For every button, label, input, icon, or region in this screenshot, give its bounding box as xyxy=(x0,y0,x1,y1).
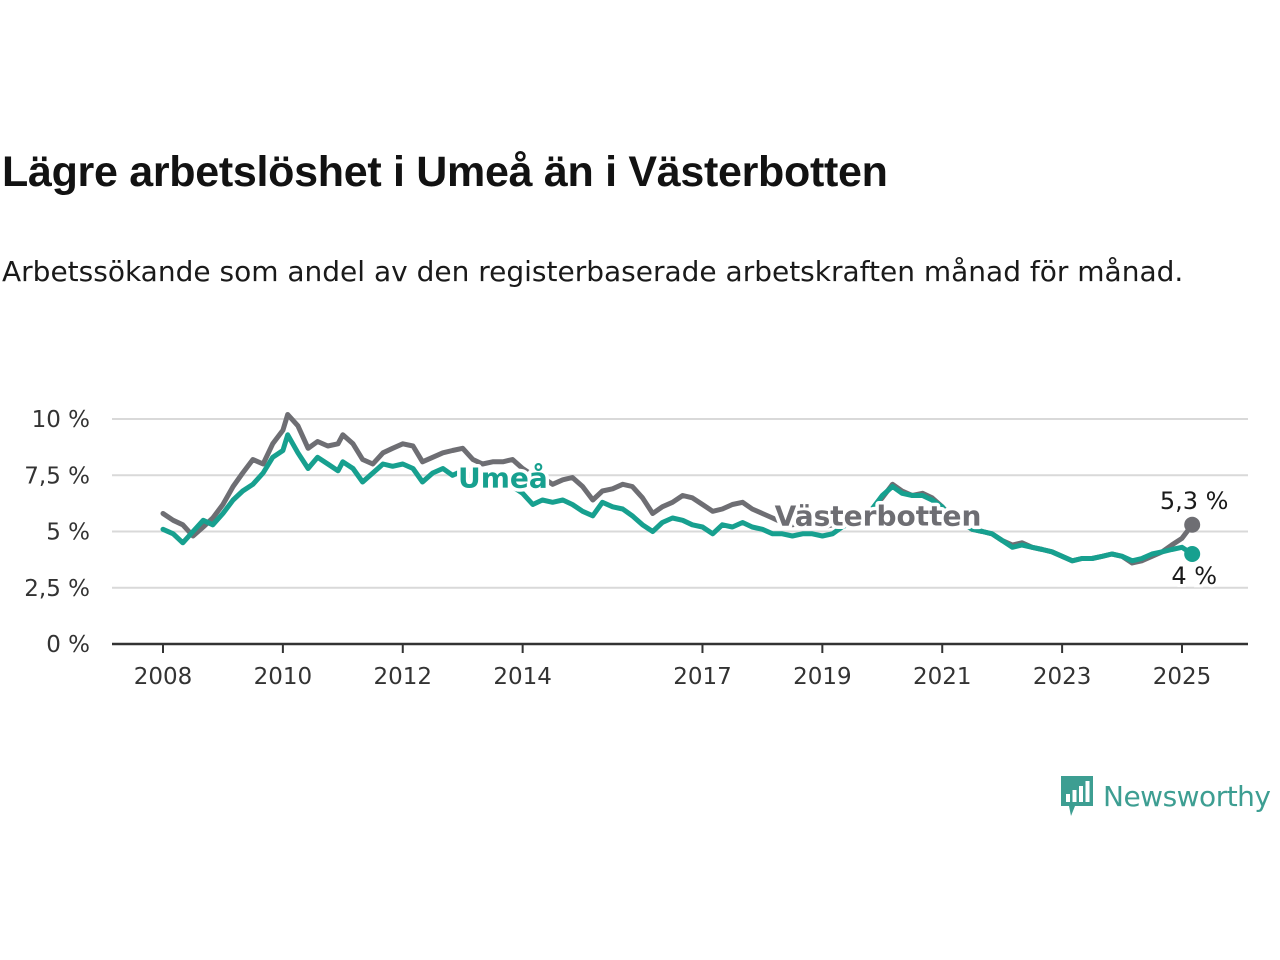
series-line-0 xyxy=(160,412,1195,566)
x-tick-label: 2019 xyxy=(793,664,852,690)
y-tick-label: 0 % xyxy=(46,632,90,658)
x-axis: 2008 2010 2012 2014 2017 2019 2021 2023 2025 xyxy=(112,642,1248,690)
y-axis-ticks: 0 % 2,5 % 5 % 7,5 % 10 % xyxy=(24,407,90,658)
x-tick-label: 2023 xyxy=(1033,664,1092,690)
series-end-label: 4 % xyxy=(1171,562,1217,590)
newsworthy-logo-text: Newsworthy xyxy=(1103,779,1271,813)
series-end-label: 5,3 % xyxy=(1160,487,1229,515)
y-tick-label: 5 % xyxy=(46,520,90,546)
series-name-label: Västerbotten xyxy=(775,500,982,533)
series-end-point-0 xyxy=(1184,516,1201,533)
newsworthy-logo: Newsworthy xyxy=(1059,774,1271,818)
y-tick-label: 2,5 % xyxy=(24,576,90,602)
chart-subtitle: Arbetssökande som andel av den registerb… xyxy=(2,255,1184,288)
x-tick-label: 2017 xyxy=(673,664,732,690)
x-tick-label: 2010 xyxy=(254,664,313,690)
x-tick-label: 2012 xyxy=(373,664,432,690)
x-tick-label: 2008 xyxy=(134,664,193,690)
x-tick-label: 2021 xyxy=(913,664,972,690)
series-lines xyxy=(160,412,1201,566)
y-tick-label: 7,5 % xyxy=(24,463,90,489)
y-tick-label: 10 % xyxy=(32,407,90,433)
series-name-label: Umeå xyxy=(458,462,548,495)
grid-lines xyxy=(112,418,1248,589)
series-line-1 xyxy=(160,432,1195,564)
series-end-point-1 xyxy=(1184,546,1201,562)
newsworthy-logo-icon xyxy=(1061,776,1093,816)
x-tick-label: 2025 xyxy=(1153,664,1212,690)
chart-title: Lägre arbetslöshet i Umeå än i Västerbot… xyxy=(2,148,888,196)
x-tick-label: 2014 xyxy=(493,664,552,690)
series-labels: Västerbotten Umeå 5,3 % 4 % xyxy=(454,458,1231,593)
